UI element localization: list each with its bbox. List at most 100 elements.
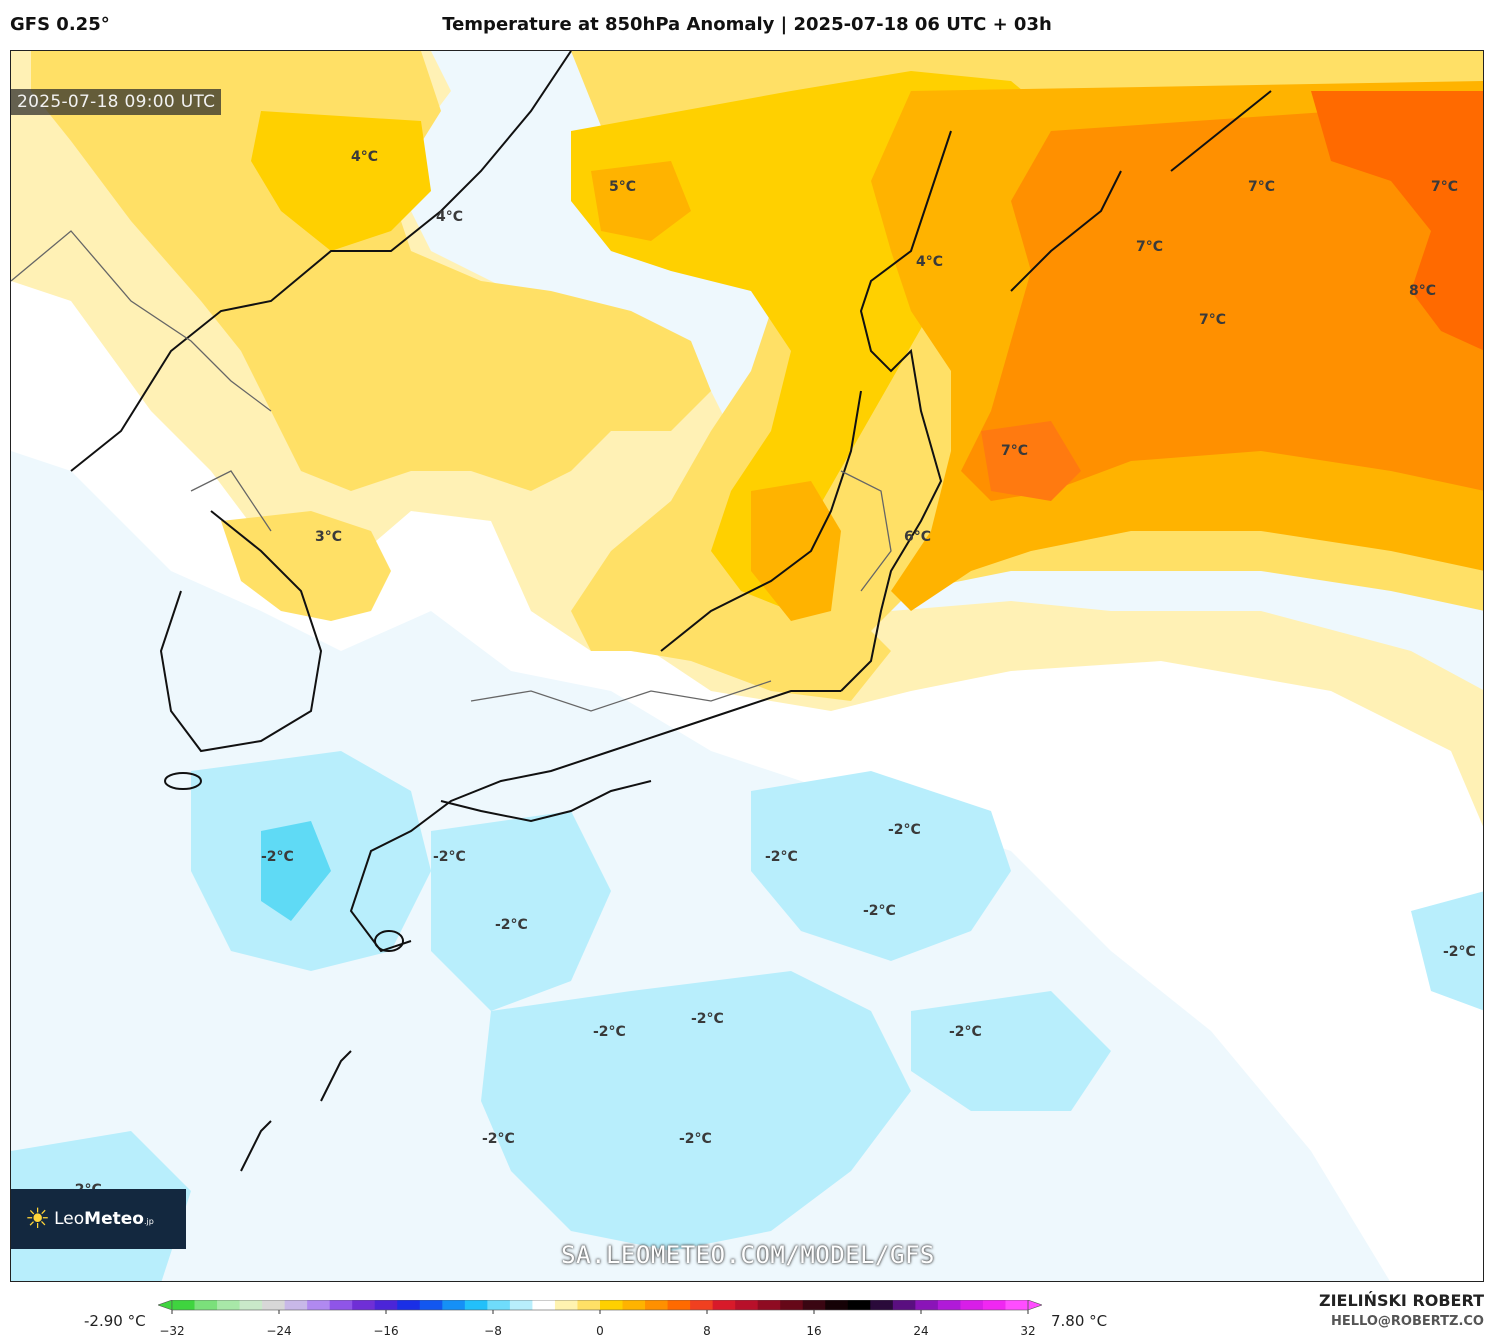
colorbar-tick-label: 16: [806, 1324, 822, 1338]
warm-zone-6: [1311, 91, 1483, 351]
temp-label: 4°C: [916, 254, 943, 270]
cool-zone-4: [751, 771, 1011, 961]
cool-zone-8: [261, 821, 331, 921]
temp-label: 7°C: [1001, 443, 1028, 459]
watermark-url: SA.LEOMETEO.COM/MODEL/GFS: [561, 1241, 935, 1269]
warm-zone-4b: [591, 161, 691, 241]
colorbar-segment: [329, 1300, 353, 1310]
colorbar-segment: [622, 1300, 646, 1310]
warm-zone-2: [31, 51, 711, 491]
warm-zone-6b: [981, 421, 1081, 501]
temp-label: -2°C: [495, 917, 528, 933]
temp-label: 7°C: [1136, 239, 1163, 255]
temp-label: 7°C: [1431, 179, 1458, 195]
temp-label: -2°C: [888, 822, 921, 838]
colorbar-tick-label: 0: [596, 1324, 604, 1338]
colorbar-segment: [577, 1300, 601, 1310]
warm-zone-4c: [751, 481, 841, 621]
temperature-anomaly-map: 4°C 5°C 4°C 4°C 7°C 7°C 7°C 8°C 7°C 7°C …: [11, 51, 1483, 1281]
colorbar-max-arrow: [1027, 1300, 1042, 1311]
colorbar-segment: [690, 1300, 714, 1310]
map-frame: 4°C 5°C 4°C 4°C 7°C 7°C 7°C 8°C 7°C 7°C …: [10, 50, 1484, 1282]
model-name: GFS 0.25°: [10, 14, 110, 35]
colorbar-segment: [982, 1300, 1006, 1310]
coastlines: [70, 51, 1272, 1172]
colorbar-segment: [735, 1300, 759, 1310]
logo-text: LeoMeteo.jp: [54, 1209, 154, 1229]
colorbar-segment: [802, 1300, 826, 1310]
colorbar-segment: [847, 1300, 871, 1310]
colorbar-segment: [870, 1300, 894, 1310]
colorbar: [158, 1300, 1042, 1314]
colorbar-tick-label: −8: [484, 1324, 502, 1338]
colorbar-segment: [600, 1300, 624, 1310]
temp-label: 8°C: [1409, 283, 1436, 299]
colorbar-segment: [352, 1300, 376, 1310]
temp-label: -2°C: [433, 849, 466, 865]
warm-zone-2c: [221, 511, 391, 621]
colorbar-min-label: -2.90 °C: [84, 1312, 146, 1330]
colorbar-segment: [825, 1300, 849, 1310]
cool-zone-6: [1411, 891, 1483, 1011]
colorbar-segment: [915, 1300, 939, 1310]
cool-zone-3: [481, 971, 911, 1251]
temp-label: -2°C: [593, 1024, 626, 1040]
temp-label: 4°C: [351, 149, 378, 165]
cool-zone-5: [911, 991, 1111, 1111]
colorbar-segment: [937, 1300, 961, 1310]
sun-icon: ☀: [25, 1202, 51, 1235]
colorbar-segment: [284, 1300, 308, 1310]
colorbar-segment: [442, 1300, 466, 1310]
colorbar-segment: [194, 1300, 218, 1310]
cool-zone-2: [431, 811, 611, 1011]
borders: [11, 230, 892, 712]
colorbar-segment: [1005, 1300, 1029, 1310]
colorbar-max-label: 7.80 °C: [1051, 1312, 1108, 1330]
warm-zone-3: [251, 111, 431, 251]
temp-label: -2°C: [949, 1024, 982, 1040]
colorbar-segment: [509, 1300, 533, 1310]
temp-label: -2°C: [691, 1011, 724, 1027]
temp-label: 6°C: [904, 529, 931, 545]
colorbar-segment: [554, 1300, 578, 1310]
colorbar-tick-label: −24: [266, 1324, 292, 1338]
colorbar-tick-label: 32: [1020, 1324, 1036, 1338]
colorbar-segment: [239, 1300, 263, 1310]
map-title: Temperature at 850hPa Anomaly | 2025-07-…: [442, 14, 1052, 35]
colorbar-tick-label: −16: [373, 1324, 399, 1338]
colorbar-segment: [307, 1300, 331, 1310]
temp-label: 7°C: [1248, 179, 1275, 195]
temp-label: 4°C: [436, 209, 463, 225]
colorbar-segment: [262, 1300, 286, 1310]
temp-label: 3°C: [315, 529, 342, 545]
colorbar-segment: [464, 1300, 488, 1310]
colorbar-segment: [419, 1300, 443, 1310]
colorbar-segment: [712, 1300, 736, 1310]
author-email[interactable]: HELLO@ROBERTZ.CO: [1330, 1314, 1484, 1329]
temp-label: 5°C: [609, 179, 636, 195]
temp-label: -2°C: [1443, 944, 1476, 960]
author-name: ZIELIŃSKI ROBERT: [1318, 1291, 1484, 1310]
colorbar-min-arrow: [158, 1300, 173, 1311]
warm-zone-5: [961, 101, 1483, 501]
colorbar-segment: [667, 1300, 691, 1310]
colorbar-segment: [374, 1300, 398, 1310]
colorbar-tick-label: 8: [703, 1324, 711, 1338]
colorbar-segment: [645, 1300, 669, 1310]
temp-label: -2°C: [482, 1131, 515, 1147]
colorbar-segment: [397, 1300, 421, 1310]
colorbar-segment: [487, 1300, 511, 1310]
colorbar-segment: [757, 1300, 781, 1310]
colorbar-tick-label: 24: [913, 1324, 929, 1338]
temp-label: -2°C: [765, 849, 798, 865]
colorbar-segment: [217, 1300, 241, 1310]
temp-label: -2°C: [679, 1131, 712, 1147]
temperature-labels: 4°C 5°C 4°C 4°C 7°C 7°C 7°C 8°C 7°C 7°C …: [69, 149, 1476, 1198]
leometeo-logo[interactable]: ☀ LeoMeteo.jp: [11, 1189, 186, 1249]
colorbar-segment: [960, 1300, 984, 1310]
colorbar-segment: [780, 1300, 804, 1310]
temp-label: -2°C: [261, 849, 294, 865]
temp-label: 7°C: [1199, 312, 1226, 328]
colorbar-segment: [532, 1300, 556, 1310]
colorbar-segment: [172, 1300, 196, 1310]
